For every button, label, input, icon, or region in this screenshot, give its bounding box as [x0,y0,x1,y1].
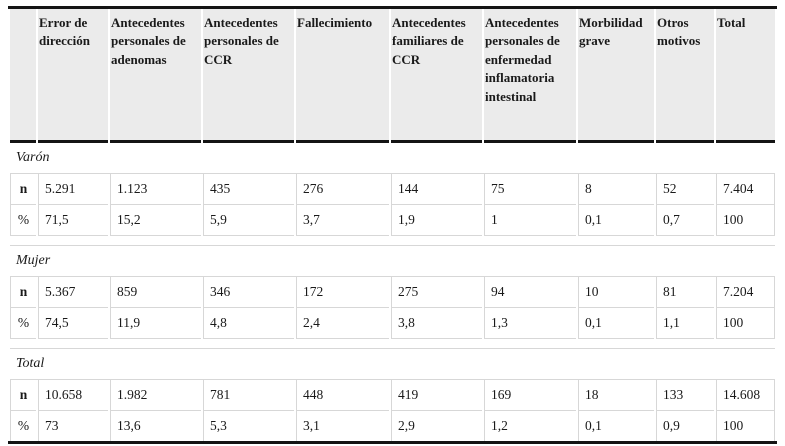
cell: 75 [484,174,576,205]
spacer-row [10,339,775,349]
column-header: Total [716,9,775,143]
cell: 18 [578,380,654,411]
cell: 5.367 [38,277,108,308]
table-row: % 74,5 11,9 4,8 2,4 3,8 1,3 0,1 1,1 100 [10,308,775,339]
cell: 8 [578,174,654,205]
cell: 7.404 [716,174,775,205]
cell: 0,1 [578,308,654,339]
cell: 0,1 [578,205,654,236]
cell: 419 [391,380,482,411]
cell: 5,9 [203,205,294,236]
table-row: % 71,5 15,2 5,9 3,7 1,9 1 0,1 0,7 100 [10,205,775,236]
table-row: n 5.367 859 346 172 275 94 10 81 7.204 [10,277,775,308]
column-header: Morbilidad grave [578,9,654,143]
cell: 1,9 [391,205,482,236]
cell: 73 [38,411,108,441]
cell: 5,3 [203,411,294,441]
corner-cell [10,9,36,143]
section-label: Total [10,349,775,380]
table-row: % 73 13,6 5,3 3,1 2,9 1,2 0,1 0,9 100 [10,411,775,441]
column-header: Antecedentes personales de adenomas [110,9,201,143]
column-header: Error de dirección [38,9,108,143]
cell: 1,3 [484,308,576,339]
cell: 0,1 [578,411,654,441]
cell: 11,9 [110,308,201,339]
cell: 5.291 [38,174,108,205]
cell: 14.608 [716,380,775,411]
column-header: Otros motivos [656,9,714,143]
cell: 100 [716,308,775,339]
cell: 3,8 [391,308,482,339]
cell: 0,7 [656,205,714,236]
cell: 172 [296,277,389,308]
exclusion-reasons-table: Error de dirección Antecedentes personale… [8,6,777,444]
cell: 1,2 [484,411,576,441]
cell: 4,8 [203,308,294,339]
cell: 10.658 [38,380,108,411]
cell: 781 [203,380,294,411]
column-header: Antecedentes personales de enfermedad in… [484,9,576,143]
cell: 859 [110,277,201,308]
section-row: Total [10,349,775,380]
table-row: n 10.658 1.982 781 448 419 169 18 133 14.608 [10,380,775,411]
cell: 435 [203,174,294,205]
cell: 1.123 [110,174,201,205]
section-row: Mujer [10,246,775,277]
cell: 144 [391,174,482,205]
row-label: % [10,205,36,236]
paper-table-container: Error de dirección Antecedentes personale… [8,6,777,444]
cell: 2,4 [296,308,389,339]
cell: 448 [296,380,389,411]
cell: 346 [203,277,294,308]
cell: 15,2 [110,205,201,236]
table-row: n 5.291 1.123 435 276 144 75 8 52 7.404 [10,174,775,205]
cell: 169 [484,380,576,411]
section-label: Mujer [10,246,775,277]
cell: 133 [656,380,714,411]
row-label: n [10,277,36,308]
cell: 3,1 [296,411,389,441]
cell: 74,5 [38,308,108,339]
row-label: % [10,308,36,339]
column-header: Fallecimiento [296,9,389,143]
header-row: Error de dirección Antecedentes personale… [10,9,775,143]
section-row: Varón [10,143,775,174]
cell: 276 [296,174,389,205]
cell: 275 [391,277,482,308]
cell: 52 [656,174,714,205]
cell: 1.982 [110,380,201,411]
spacer-cell [10,339,775,349]
row-label: n [10,380,36,411]
cell: 100 [716,411,775,441]
cell: 13,6 [110,411,201,441]
cell: 100 [716,205,775,236]
cell: 10 [578,277,654,308]
section-label: Varón [10,143,775,174]
row-label: n [10,174,36,205]
row-label: % [10,411,36,441]
cell: 2,9 [391,411,482,441]
cell: 1,1 [656,308,714,339]
cell: 1 [484,205,576,236]
cell: 81 [656,277,714,308]
cell: 0,9 [656,411,714,441]
column-header: Antecedentes familiares de CCR [391,9,482,143]
cell: 94 [484,277,576,308]
table-body: Varón n 5.291 1.123 435 276 144 75 8 52 7.404% 71,5… [10,143,775,441]
cell: 3,7 [296,205,389,236]
cell: 71,5 [38,205,108,236]
column-header: Antecedentes personales de CCR [203,9,294,143]
cell: 7.204 [716,277,775,308]
spacer-row [10,236,775,246]
spacer-cell [10,236,775,246]
